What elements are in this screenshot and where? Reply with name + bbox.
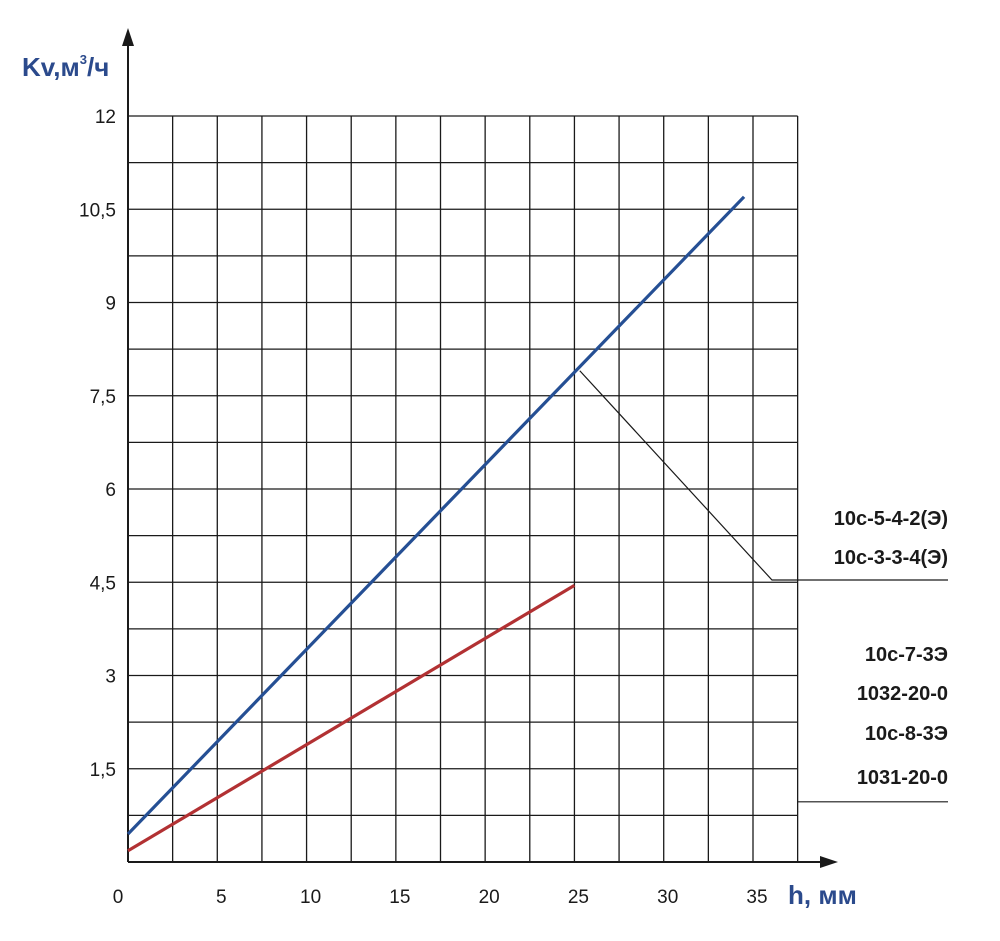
tick-labels: 0 5 10 15 20 25 30 35 1,5 3 4,5 6 7,5 9 10,5 12: [79, 107, 768, 908]
legend: 10с-5-4-2(Э) 10с-3-3-4(Э) 10с-7-3Э 1032-20-…: [579, 370, 948, 803]
legend-label-series-1: 10с-3-3-4(Э): [834, 547, 948, 569]
series-lines: [126, 195, 746, 853]
series-line-2: [127, 583, 576, 853]
y-tick-label: 7,5: [90, 387, 116, 408]
x-tick-label: 5: [216, 887, 227, 908]
y-tick-label: 4,5: [90, 573, 116, 594]
x-tick-label: 20: [479, 887, 500, 908]
y-axis-title: Kv,м3/ч: [22, 52, 109, 82]
x-axis-title: h, мм: [788, 880, 857, 910]
x-tick-label: 30: [657, 887, 678, 908]
legend-label-series-2: 10с-7-3Э: [865, 644, 948, 666]
x-tick-label: 0: [113, 887, 124, 908]
y-tick-label: 10,5: [79, 200, 116, 221]
y-tick-label: 1,5: [90, 760, 116, 781]
series-line-1: [126, 195, 746, 836]
y-tick-label: 12: [95, 107, 116, 128]
y-tick-label: 9: [105, 294, 116, 315]
grid: [128, 115, 799, 862]
leader-line-series-1: [579, 370, 948, 581]
y-tick-label: 3: [105, 667, 116, 688]
legend-label-series-2: 10с-8-3Э: [865, 723, 948, 745]
x-tick-label: 10: [300, 887, 321, 908]
legend-label-series-1: 10с-5-4-2(Э): [834, 508, 948, 530]
axes: [122, 28, 838, 868]
x-tick-label: 35: [746, 887, 767, 908]
x-tick-label: 15: [389, 887, 410, 908]
legend-label-series-2: 1031-20-0: [857, 767, 948, 789]
x-axis-arrow: [820, 856, 838, 868]
legend-label-series-2: 1032-20-0: [857, 683, 948, 705]
y-axis-arrow: [122, 28, 134, 46]
x-tick-label: 25: [568, 887, 589, 908]
y-tick-label: 6: [105, 480, 116, 501]
